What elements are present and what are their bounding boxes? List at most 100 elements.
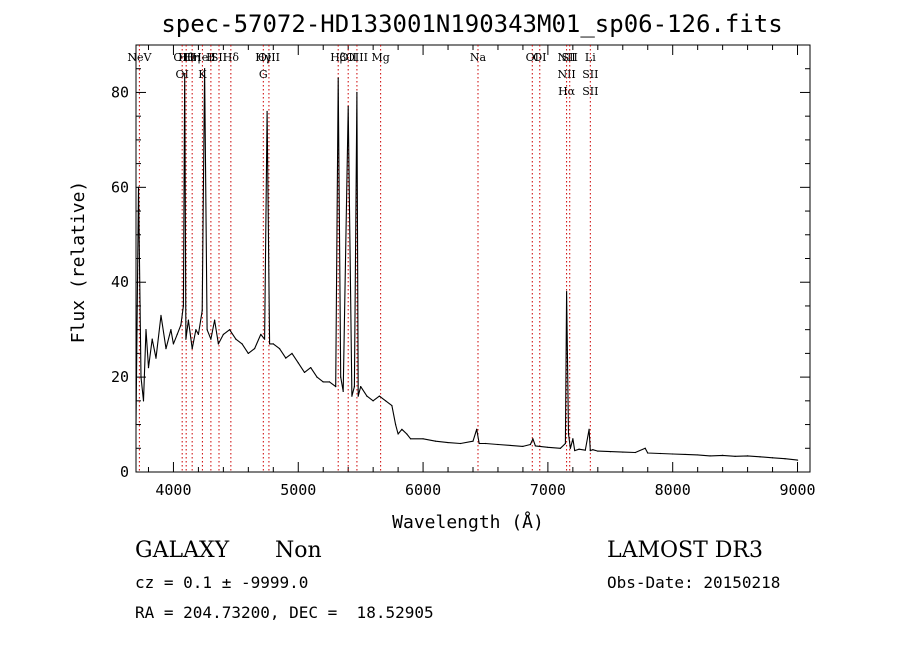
spectrum-point — [684, 453, 686, 456]
spectral-line-label: Hθ — [178, 51, 195, 64]
spectral-line-label: NII — [557, 51, 575, 64]
spectrum-point — [522, 445, 524, 447]
spectrum-point — [644, 447, 646, 449]
spectral-line-label: HeI — [192, 51, 212, 64]
spectrum-point — [734, 455, 736, 457]
spectral-line-label: OI — [175, 68, 188, 81]
spectral-line-label: Mg — [371, 51, 389, 64]
obs-date-readout: Obs-Date: 20150218 — [607, 573, 781, 592]
plot-frame — [135, 44, 811, 473]
spectrum-point — [434, 440, 437, 442]
spectrum-point — [372, 400, 374, 402]
spectrum-point — [567, 433, 570, 435]
spectrum-point — [572, 438, 574, 440]
spectrum-point — [147, 367, 150, 369]
spectral-line-label: SII — [211, 51, 227, 64]
spectrum-point — [622, 451, 624, 453]
spectrum-point — [509, 444, 512, 447]
spectrum-point — [357, 395, 359, 397]
y-tick-label: 60 — [111, 178, 129, 196]
spectrum-point — [201, 310, 203, 312]
spectral-line-label: NeV — [127, 51, 152, 64]
spectrum-point — [406, 433, 408, 435]
spectrum-point — [328, 381, 331, 383]
spectral-line-label: Hγ — [255, 51, 272, 64]
spectrum-point — [366, 395, 368, 397]
spectrum-point — [303, 371, 306, 373]
spectrum-point — [759, 456, 761, 458]
spectral-line-label: OI — [526, 51, 539, 64]
spectrum-point — [360, 386, 362, 388]
spectral-line-label: OIII — [346, 51, 368, 64]
spectrum-point — [210, 338, 212, 340]
spectrum-point — [409, 438, 412, 440]
spectrum-point — [351, 395, 353, 397]
spectrum-point — [195, 329, 197, 331]
spectrum-point — [634, 451, 636, 454]
y-axis-label: Flux (relative) — [68, 181, 89, 344]
spectrum-point — [268, 343, 271, 345]
spectrum-point — [160, 314, 162, 317]
spectral-line-label: H — [206, 51, 216, 64]
spectrum-point — [609, 450, 611, 453]
spectral-line-label: Hβ — [330, 51, 346, 64]
spectrum-point — [659, 452, 661, 455]
spectrum-point — [534, 445, 537, 447]
spectrum-point — [472, 440, 474, 442]
x-tick-label: 4000 — [155, 481, 191, 499]
y-tick-label: 80 — [111, 83, 129, 101]
spectrum-point — [353, 386, 356, 388]
survey-label: LAMOST DR3 — [607, 538, 763, 563]
spectrum-point — [447, 441, 449, 444]
spectrum-point — [187, 319, 190, 321]
spectrum-point — [340, 376, 342, 378]
spectrum-point — [395, 423, 397, 426]
spectral-line-label: Li — [585, 51, 596, 64]
spectrum-point — [401, 428, 403, 430]
spectrum-point — [191, 348, 193, 350]
spectrum-point — [291, 352, 293, 354]
spectrum-point — [278, 348, 281, 350]
spectrum-point — [574, 450, 576, 452]
spectral-line-label: Na — [470, 51, 487, 64]
spectral-line-label: NII — [557, 68, 575, 81]
spectrum-point — [722, 454, 724, 456]
spectrum-point — [672, 453, 674, 455]
spectrum-point — [422, 438, 424, 440]
spectrum-point — [217, 343, 219, 345]
spectrum-point — [176, 333, 178, 336]
spectrum-point — [709, 455, 711, 457]
spectrum-point — [135, 423, 137, 426]
spectral-line-label: Hη — [184, 51, 200, 64]
spectrum-point — [204, 68, 206, 70]
spectrum-line — [135, 68, 798, 461]
x-tick-label: 5000 — [280, 481, 316, 499]
spectrum-point — [263, 338, 266, 340]
spectrum-point — [337, 77, 339, 79]
spectrum-point — [145, 329, 147, 331]
spectrum-point — [316, 376, 318, 378]
spectral-line-label: OI — [533, 51, 546, 64]
spectral-line-label: SII — [582, 85, 598, 98]
spectrum-point — [335, 386, 337, 388]
spectral-line-label: OIII — [258, 51, 280, 64]
spectrum-point — [588, 428, 590, 430]
spectrum-point — [170, 329, 172, 331]
chart-title: spec-57072-HD133001N190343M01_sp06-126.f… — [161, 10, 782, 38]
spectrum-point — [647, 452, 649, 454]
spectrum-point — [342, 390, 344, 392]
spectrum-point — [566, 291, 568, 293]
spectrum-point — [378, 395, 380, 397]
spectrum-point — [569, 447, 571, 449]
spectrum-point — [197, 333, 200, 336]
x-axis-label: Wavelength (Å) — [392, 511, 544, 533]
spectral-line-label: Hδ — [223, 51, 240, 64]
x-tick-label: 6000 — [405, 481, 441, 499]
spectrum-point — [229, 329, 231, 331]
spectrum-point — [266, 110, 268, 113]
spectrum-point — [140, 376, 142, 378]
spectrum-point — [206, 329, 208, 331]
spectrum-point — [529, 443, 532, 446]
